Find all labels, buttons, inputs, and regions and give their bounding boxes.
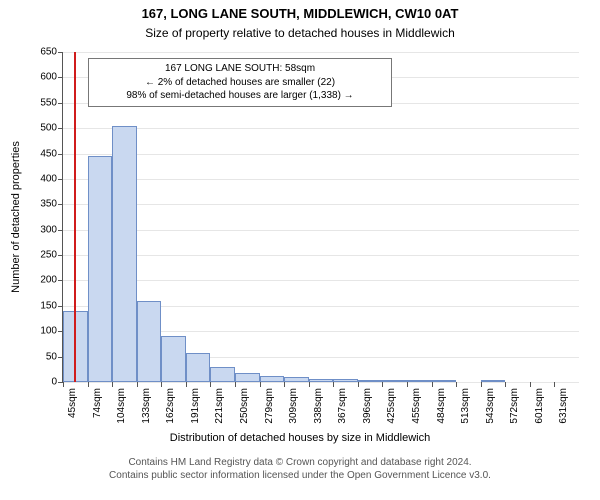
x-tick-label: 455sqm: [411, 388, 422, 424]
x-tick-label: 601sqm: [534, 388, 545, 424]
x-tick-label: 250sqm: [239, 388, 250, 424]
y-tick-label: 600: [40, 72, 63, 83]
x-tick-label: 543sqm: [485, 388, 496, 424]
x-tick: [137, 382, 138, 387]
histogram-bar: [358, 380, 383, 382]
histogram-bar: [186, 353, 211, 382]
chart-container: { "title": "167, LONG LANE SOUTH, MIDDLE…: [0, 0, 600, 500]
y-gridline: [63, 280, 579, 281]
histogram-bar: [161, 336, 186, 382]
x-tick-label: 45sqm: [67, 388, 78, 418]
x-tick: [554, 382, 555, 387]
x-tick-label: 425sqm: [386, 388, 397, 424]
histogram-bar: [382, 380, 407, 382]
x-tick-label: 572sqm: [509, 388, 520, 424]
histogram-bar: [284, 377, 309, 382]
y-tick-label: 550: [40, 97, 63, 108]
annotation-line: 98% of semi-detached houses are larger (…: [95, 89, 385, 103]
x-tick: [505, 382, 506, 387]
footer-attribution: Contains HM Land Registry data © Crown c…: [0, 457, 600, 482]
y-gridline: [63, 204, 579, 205]
histogram-bar: [432, 380, 457, 382]
footer-line-1: Contains HM Land Registry data © Crown c…: [0, 457, 600, 470]
x-tick: [235, 382, 236, 387]
x-tick-label: 104sqm: [116, 388, 127, 424]
histogram-bar: [333, 379, 358, 382]
y-axis-label: Number of detached properties: [10, 141, 22, 293]
subject-property-marker: [74, 52, 76, 382]
y-gridline: [63, 230, 579, 231]
x-tick-label: 74sqm: [92, 388, 103, 418]
y-tick-label: 300: [40, 224, 63, 235]
y-tick-label: 0: [51, 377, 63, 388]
x-tick-label: 162sqm: [165, 388, 176, 424]
y-gridline: [63, 179, 579, 180]
x-tick: [481, 382, 482, 387]
histogram-bar: [309, 379, 334, 382]
x-tick-label: 309sqm: [288, 388, 299, 424]
y-tick-label: 250: [40, 250, 63, 261]
x-tick: [382, 382, 383, 387]
x-tick-label: 631sqm: [558, 388, 569, 424]
x-tick: [432, 382, 433, 387]
y-tick-label: 150: [40, 300, 63, 311]
x-tick-label: 484sqm: [436, 388, 447, 424]
histogram-bar: [88, 156, 113, 382]
x-tick-label: 133sqm: [141, 388, 152, 424]
annotation-line: 167 LONG LANE SOUTH: 58sqm: [95, 62, 385, 76]
histogram-bar: [235, 373, 260, 382]
annotation-line: ← 2% of detached houses are smaller (22): [95, 76, 385, 90]
chart-annotation-box: 167 LONG LANE SOUTH: 58sqm← 2% of detach…: [88, 58, 392, 107]
x-tick: [284, 382, 285, 387]
x-tick: [210, 382, 211, 387]
x-tick: [530, 382, 531, 387]
y-tick-label: 50: [46, 351, 63, 362]
y-gridline: [63, 255, 579, 256]
x-tick-label: 338sqm: [313, 388, 324, 424]
histogram-bar: [210, 367, 235, 382]
histogram-bar: [407, 380, 432, 382]
x-tick-label: 191sqm: [190, 388, 201, 424]
chart-title: 167, LONG LANE SOUTH, MIDDLEWICH, CW10 0…: [0, 6, 600, 21]
chart-subtitle: Size of property relative to detached ho…: [0, 26, 600, 40]
y-tick-label: 650: [40, 47, 63, 58]
x-tick-label: 279sqm: [264, 388, 275, 424]
footer-line-2: Contains public sector information licen…: [0, 470, 600, 483]
x-tick: [260, 382, 261, 387]
x-tick: [333, 382, 334, 387]
y-tick-label: 400: [40, 173, 63, 184]
x-tick-label: 396sqm: [362, 388, 373, 424]
x-tick: [88, 382, 89, 387]
y-tick-label: 100: [40, 326, 63, 337]
x-tick-label: 221sqm: [214, 388, 225, 424]
x-tick: [186, 382, 187, 387]
x-tick: [358, 382, 359, 387]
y-gridline: [63, 154, 579, 155]
x-tick-label: 513sqm: [460, 388, 471, 424]
x-tick: [456, 382, 457, 387]
x-axis-label: Distribution of detached houses by size …: [0, 432, 600, 444]
histogram-bar: [481, 380, 506, 382]
y-tick-label: 450: [40, 148, 63, 159]
x-tick-label: 367sqm: [337, 388, 348, 424]
x-tick: [309, 382, 310, 387]
x-tick: [63, 382, 64, 387]
x-tick: [112, 382, 113, 387]
y-gridline: [63, 382, 579, 383]
histogram-bar: [260, 376, 285, 382]
histogram-bar: [137, 301, 162, 382]
x-tick: [407, 382, 408, 387]
y-tick-label: 500: [40, 123, 63, 134]
y-tick-label: 200: [40, 275, 63, 286]
y-tick-label: 350: [40, 199, 63, 210]
y-gridline: [63, 128, 579, 129]
histogram-bar: [112, 126, 137, 382]
y-gridline: [63, 52, 579, 53]
x-tick: [161, 382, 162, 387]
